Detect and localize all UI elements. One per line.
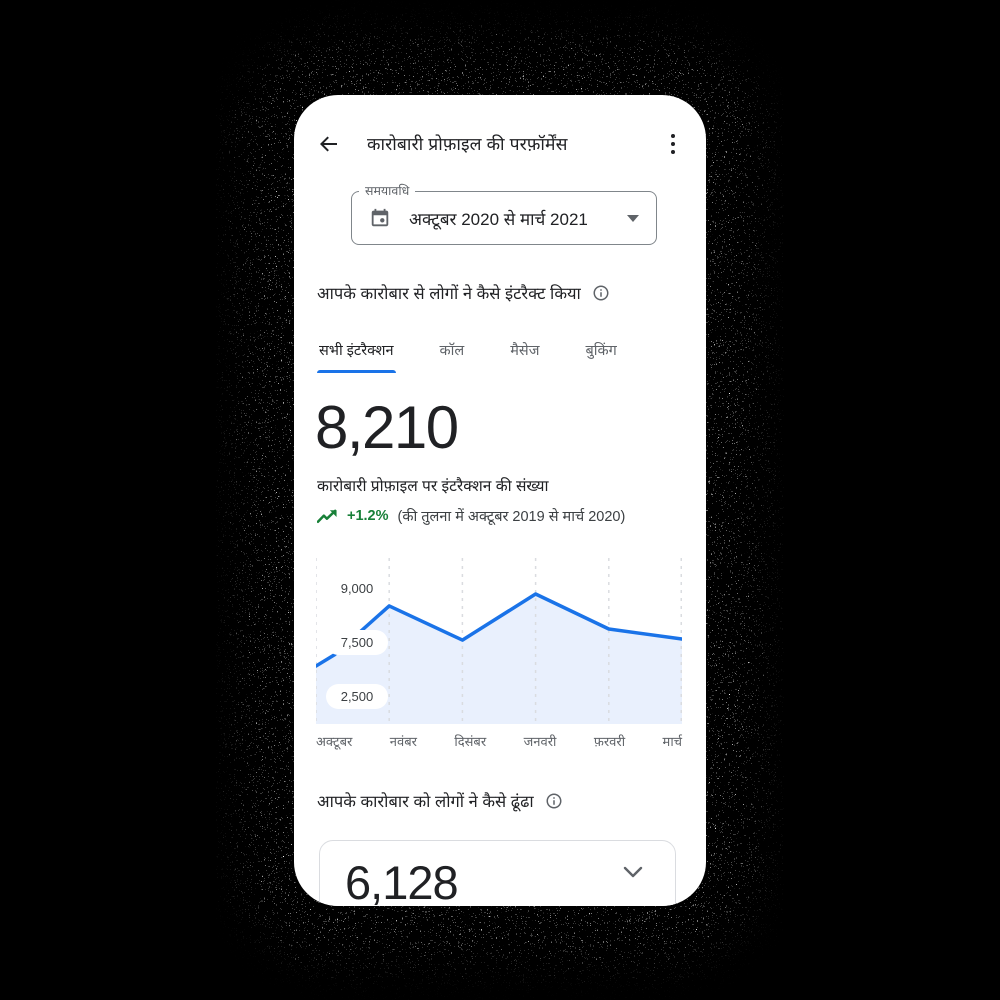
trend-compare-note: (की तुलना में अक्टूबर 2019 से मार्च 2020… (397, 509, 626, 525)
x-axis-label: अक्टूबर (316, 734, 353, 749)
discovery-heading-text: आपके कारोबार को लोगों ने कैसे ढूंढा (317, 793, 534, 811)
x-axis-label: जनवरी (523, 734, 557, 749)
tab-all-interactions[interactable]: सभी इंटरैक्शन (317, 340, 395, 373)
tab-messages[interactable]: मैसेज (510, 343, 540, 359)
discovery-heading: आपके कारोबार को लोगों ने कैसे ढूंढा (317, 789, 563, 812)
trend-delta: +1.2% (347, 508, 389, 524)
calendar-icon (371, 208, 389, 227)
period-select-value: अक्टूबर 2020 से मार्च 2021 (409, 209, 588, 229)
phone-screen: कारोबारी प्रोफ़ाइल की परफ़ॉर्मेंस समयावध… (294, 95, 706, 906)
interactions-heading-text: आपके कारोबार से लोगों ने कैसे इंटरैक्ट क… (317, 285, 581, 303)
area-chart (316, 558, 682, 724)
tab-calls[interactable]: कॉल (439, 343, 465, 359)
interaction-tabs: सभी इंटरैक्शन कॉल मैसेज बुकिंग (317, 340, 681, 373)
caret-down-icon (627, 214, 639, 222)
info-icon[interactable] (545, 792, 563, 810)
interactions-chart: 9,000 7,500 2,500 (316, 558, 682, 724)
info-icon[interactable] (592, 284, 610, 302)
x-axis-label: दिसंबर (454, 734, 487, 749)
interactions-total: 8,210 (315, 394, 459, 461)
discovery-total: 6,128 (345, 856, 459, 906)
y-axis-tick: 9,000 (326, 576, 388, 601)
kebab-menu-icon[interactable] (667, 130, 680, 159)
period-select[interactable]: समयावधि अक्टूबर 2020 से मार्च 2021 (351, 183, 657, 245)
trending-up-icon (317, 509, 337, 523)
interactions-caption: कारोबारी प्रोफ़ाइल पर इंटरैक्शन की संख्य… (317, 478, 549, 495)
x-axis-label: फ़रवरी (593, 734, 626, 749)
x-axis-label: नवंबर (389, 734, 417, 749)
discovery-metric-card[interactable]: 6,128 (319, 840, 676, 906)
chevron-down-icon[interactable] (623, 866, 643, 878)
period-select-label: समयावधि (359, 183, 416, 200)
tab-bookings[interactable]: बुकिंग (585, 343, 617, 359)
y-axis-tick: 2,500 (326, 684, 388, 709)
interactions-heading: आपके कारोबार से लोगों ने कैसे इंटरैक्ट क… (317, 281, 610, 304)
app-header: कारोबारी प्रोफ़ाइल की परफ़ॉर्मेंस (317, 129, 679, 159)
page-title: कारोबारी प्रोफ़ाइल की परफ़ॉर्मेंस (367, 134, 568, 154)
back-arrow-icon[interactable] (317, 132, 341, 156)
x-axis-label: मार्च (662, 734, 682, 749)
x-axis-labels: अक्टूबर नवंबर दिसंबर जनवरी फ़रवरी मार्च (316, 732, 682, 750)
y-axis-tick: 7,500 (326, 630, 388, 655)
trend-row: +1.2% (की तुलना में अक्टूबर 2019 से मार्… (317, 506, 625, 526)
